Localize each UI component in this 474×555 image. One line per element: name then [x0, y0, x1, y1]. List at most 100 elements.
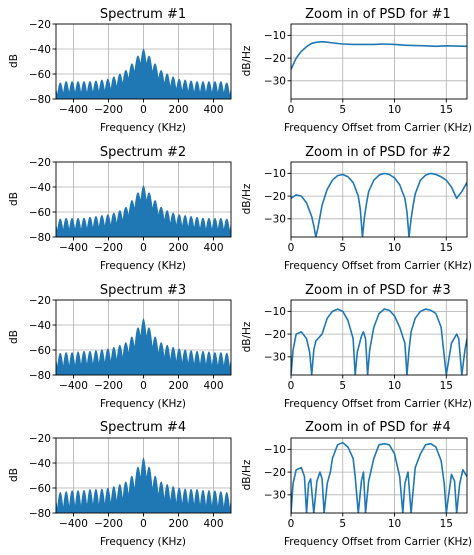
plot-title: Spectrum #1 [100, 7, 186, 22]
zoom-psd-1-plot: Zoom in of PSD for #1 dB/Hz Frequency Of… [241, 7, 472, 134]
plot-title: Spectrum #3 [100, 283, 186, 298]
y-axis-label: dB [8, 330, 20, 344]
y-tick-label: −80 [29, 508, 51, 520]
spectrum-area [56, 48, 231, 99]
x-tick-label: 0 [288, 104, 295, 116]
spectrum-area [56, 318, 231, 375]
axes-8: 0 5 10 15 −10 −20 −30 [264, 437, 468, 530]
y-axis-label: dB/Hz [241, 459, 253, 490]
x-tick-label: 0 [140, 518, 147, 530]
x-axis-label: Frequency (KHz) [100, 260, 186, 272]
y-tick-label: −20 [264, 53, 286, 65]
y-tick-label: −30 [264, 76, 286, 88]
y-tick-label: −80 [29, 370, 51, 382]
axes-7: −400 −200 0 200 400 −20 −40 −60 −80 [29, 433, 232, 530]
y-tick-label: −60 [29, 207, 51, 219]
y-tick-label: −20 [29, 295, 51, 307]
x-tick-label: 0 [140, 380, 147, 392]
x-tick-label: 15 [440, 518, 453, 530]
y-axis-label: dB/Hz [241, 183, 253, 214]
x-tick-label: 15 [440, 380, 453, 392]
x-tick-label: 15 [440, 104, 453, 116]
x-tick-label: −400 [59, 380, 88, 392]
x-tick-label: −200 [94, 242, 123, 254]
y-axis-label: dB/Hz [241, 45, 253, 76]
y-tick-label: −30 [264, 490, 286, 502]
y-axis-label: dB [8, 54, 20, 68]
psd-line [291, 172, 467, 237]
x-tick-label: −200 [94, 380, 123, 392]
y-axis-label: dB [8, 192, 20, 206]
x-tick-label: −200 [94, 104, 123, 116]
spectrum-4-plot: Spectrum #4 dB Frequency (KHz) [8, 420, 186, 548]
spectrum-3-plot: Spectrum #3 dB Frequency (KHz) [8, 283, 186, 410]
axes-2: 0 5 10 15 −10 −20 −30 [264, 23, 468, 116]
y-tick-label: −20 [29, 157, 51, 169]
spectrum-2-plot: Spectrum #2 dB Frequency (KHz) [8, 145, 186, 272]
x-axis-label: Frequency Offset from Carrier (KHz) [284, 536, 472, 548]
x-tick-label: 400 [203, 104, 223, 116]
axes-3: −400 −200 0 200 400 −20 −40 −60 −80 [29, 157, 232, 254]
y-axis-label: dB [8, 468, 20, 482]
axes-6: 0 5 10 15 −10 −20 −30 [264, 299, 468, 392]
plot-title: Zoom in of PSD for #4 [305, 420, 451, 435]
y-tick-label: −80 [29, 232, 51, 244]
x-axis-label: Frequency Offset from Carrier (KHz) [284, 260, 472, 272]
x-tick-label: 0 [288, 380, 295, 392]
x-tick-label: 10 [388, 242, 401, 254]
spectrum-1-plot: Spectrum #1 dB Frequency (KHz) [8, 7, 186, 134]
zoom-psd-2-plot: Zoom in of PSD for #2 dB/Hz Frequency Of… [241, 145, 472, 272]
y-tick-label: −40 [29, 458, 51, 470]
x-tick-label: 200 [168, 242, 188, 254]
axes-frame [290, 437, 468, 514]
x-tick-label: 0 [140, 104, 147, 116]
x-tick-label: 200 [168, 104, 188, 116]
x-tick-label: 10 [388, 380, 401, 392]
x-tick-label: −400 [59, 242, 88, 254]
x-tick-label: 5 [339, 380, 346, 392]
psd-line [291, 441, 467, 513]
x-tick-label: 10 [388, 104, 401, 116]
x-tick-label: 5 [339, 104, 346, 116]
x-tick-label: 200 [168, 380, 188, 392]
x-tick-label: 200 [168, 518, 188, 530]
y-tick-label: −10 [264, 30, 286, 42]
x-tick-label: −200 [94, 518, 123, 530]
x-tick-label: −400 [59, 104, 88, 116]
y-tick-label: −20 [29, 19, 51, 31]
axes-frame [290, 161, 468, 238]
y-tick-label: −20 [264, 191, 286, 203]
zoom-psd-3-plot: Zoom in of PSD for #3 dB/Hz Frequency Of… [241, 283, 472, 410]
x-axis-label: Frequency (KHz) [100, 122, 186, 134]
y-tick-label: −10 [264, 306, 286, 318]
y-axis-label: dB/Hz [241, 321, 253, 352]
axes-frame [290, 299, 468, 376]
x-tick-label: 0 [288, 518, 295, 530]
psd-line [291, 40, 467, 70]
x-tick-label: 10 [388, 518, 401, 530]
x-tick-label: 5 [339, 242, 346, 254]
axes-5: −400 −200 0 200 400 −20 −40 −60 −80 [29, 295, 232, 392]
x-tick-label: 400 [203, 242, 223, 254]
plot-title: Spectrum #2 [100, 145, 186, 160]
plot-title: Zoom in of PSD for #1 [305, 7, 451, 22]
y-tick-label: −60 [29, 345, 51, 357]
x-axis-label: Frequency Offset from Carrier (KHz) [284, 122, 472, 134]
x-axis-label: Frequency (KHz) [100, 536, 186, 548]
zoom-psd-4-plot: Zoom in of PSD for #4 dB/Hz Frequency Of… [241, 420, 472, 548]
y-tick-label: −20 [29, 433, 51, 445]
y-tick-label: −20 [264, 467, 286, 479]
y-tick-label: −30 [264, 214, 286, 226]
x-tick-label: 0 [140, 242, 147, 254]
x-tick-label: 5 [339, 518, 346, 530]
y-tick-label: −10 [264, 168, 286, 180]
spectrum-area [56, 185, 231, 237]
axes-1: −400 −200 0 200 400 −20 −40 −60 −80 [29, 19, 232, 116]
y-tick-label: −80 [29, 94, 51, 106]
x-tick-label: 400 [203, 518, 223, 530]
x-tick-label: −400 [59, 518, 88, 530]
y-tick-label: −40 [29, 320, 51, 332]
y-tick-label: −60 [29, 483, 51, 495]
plot-title: Spectrum #4 [100, 420, 186, 435]
